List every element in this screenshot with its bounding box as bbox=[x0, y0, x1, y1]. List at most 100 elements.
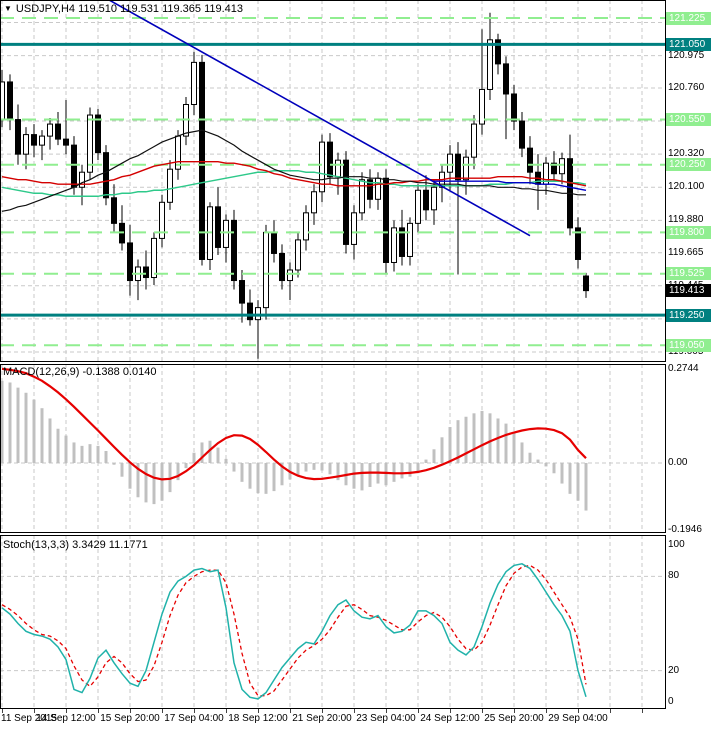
time-axis-tick bbox=[34, 709, 35, 713]
macd-histogram-bar bbox=[104, 451, 108, 463]
candle-body bbox=[375, 177, 381, 200]
candle-body bbox=[327, 141, 333, 178]
macd-histogram-bar bbox=[160, 463, 164, 501]
candle-body bbox=[279, 252, 285, 282]
ma-green-line bbox=[1, 169, 587, 198]
main-chart-area[interactable] bbox=[0, 0, 666, 362]
time-axis-label: 17 Sep 04:00 bbox=[164, 713, 224, 724]
macd-histogram-bar bbox=[64, 435, 68, 463]
macd-histogram-bar bbox=[152, 463, 156, 505]
ma-black-line bbox=[1, 129, 586, 212]
price-axis-label: 119.880 bbox=[668, 214, 704, 226]
candle-body bbox=[127, 242, 133, 282]
time-axis-tick bbox=[642, 709, 643, 713]
macd-histogram-bar bbox=[16, 387, 20, 463]
macd-histogram-bar bbox=[0, 380, 4, 463]
candle-body bbox=[391, 227, 397, 263]
candle-body bbox=[23, 134, 29, 155]
candle-body bbox=[383, 177, 389, 263]
macd-histogram-bar bbox=[552, 463, 556, 474]
macd-histogram-bar bbox=[464, 416, 468, 463]
candle-body bbox=[495, 39, 501, 65]
candle-body bbox=[551, 162, 557, 175]
candle-body bbox=[463, 156, 469, 181]
macd-histogram-bar bbox=[88, 444, 92, 463]
macd-histogram-bar bbox=[56, 428, 60, 463]
macd-histogram-bar bbox=[280, 463, 284, 486]
candle-body bbox=[255, 307, 261, 321]
candle-body bbox=[295, 239, 301, 271]
price-axis-label: 120.100 bbox=[668, 181, 705, 193]
macd-panel-border bbox=[0, 364, 666, 533]
time-axis-tick bbox=[66, 709, 67, 713]
macd-histogram-bar bbox=[296, 463, 300, 475]
time-axis[interactable] bbox=[0, 709, 711, 733]
candle-body bbox=[479, 88, 485, 125]
candle-body bbox=[15, 119, 21, 155]
time-axis-label: 23 Sep 04:00 bbox=[356, 713, 416, 724]
macd-histogram-bar bbox=[232, 463, 236, 472]
time-axis-tick bbox=[386, 709, 387, 713]
candle-body bbox=[399, 227, 405, 257]
macd-histogram-bar bbox=[456, 420, 460, 463]
candle-body bbox=[231, 219, 237, 282]
time-axis-tick bbox=[610, 709, 611, 713]
macd-histogram-bar bbox=[112, 463, 116, 465]
ma-blue-line bbox=[434, 180, 587, 191]
macd-axis-label: 0.00 bbox=[668, 457, 688, 468]
macd-histogram-bar bbox=[312, 463, 316, 470]
candle-body bbox=[447, 153, 453, 173]
candle-body bbox=[199, 61, 205, 260]
candle-body bbox=[527, 147, 533, 173]
candle-body bbox=[55, 123, 61, 140]
macd-histogram-bar bbox=[368, 463, 372, 487]
price-level-badge-green: 120.550 bbox=[666, 113, 711, 127]
stoch-indicator-label: Stoch(13,3,3) 3.3429 11.1771 bbox=[3, 539, 148, 551]
candle-body bbox=[583, 275, 589, 292]
candle-body bbox=[407, 222, 413, 257]
time-axis-tick bbox=[578, 709, 579, 713]
stoch-panel[interactable] bbox=[0, 535, 666, 709]
candle-body bbox=[151, 237, 157, 279]
macd-histogram-bar bbox=[264, 463, 268, 494]
candle-body bbox=[487, 39, 493, 90]
macd-histogram-bar bbox=[360, 463, 364, 491]
macd-histogram-bar bbox=[424, 459, 428, 463]
time-axis-label: 14 Sep 12:00 bbox=[36, 713, 96, 724]
candle-body bbox=[351, 212, 357, 245]
candle-body bbox=[223, 219, 229, 248]
macd-histogram-bar bbox=[136, 463, 140, 498]
macd-histogram-bar bbox=[304, 463, 308, 472]
macd-histogram-bar bbox=[576, 463, 580, 501]
time-axis-tick bbox=[290, 709, 291, 713]
time-axis-tick bbox=[482, 709, 483, 713]
price-axis-label: 120.320 bbox=[668, 148, 705, 160]
macd-histogram-bar bbox=[176, 463, 180, 481]
macd-histogram-bar bbox=[208, 440, 212, 463]
candle-body bbox=[359, 179, 365, 214]
macd-histogram-bar bbox=[568, 463, 572, 494]
macd-histogram-bar bbox=[320, 463, 324, 471]
macd-histogram-bar bbox=[24, 392, 28, 463]
candle-body bbox=[143, 266, 149, 279]
candle-body bbox=[7, 81, 13, 121]
candle-body bbox=[367, 179, 373, 200]
stoch-k-line bbox=[1, 563, 587, 700]
candle-body bbox=[239, 280, 245, 304]
candle-body bbox=[575, 227, 581, 260]
candle-body bbox=[287, 269, 293, 282]
candle-body bbox=[415, 189, 421, 224]
macd-histogram-bar bbox=[72, 442, 76, 463]
stoch-axis-label: 0 bbox=[668, 696, 674, 707]
macd-histogram-bar bbox=[32, 399, 36, 463]
ma-red-line bbox=[1, 160, 587, 187]
candle-body bbox=[47, 123, 53, 137]
macd-histogram-bar bbox=[560, 463, 564, 484]
macd-histogram-bar bbox=[8, 382, 12, 463]
candle-body bbox=[511, 93, 517, 122]
time-axis-tick bbox=[354, 709, 355, 713]
candle-body bbox=[31, 134, 37, 146]
macd-panel[interactable] bbox=[0, 364, 666, 533]
macd-histogram-bar bbox=[96, 445, 100, 463]
candle-body bbox=[319, 141, 325, 193]
